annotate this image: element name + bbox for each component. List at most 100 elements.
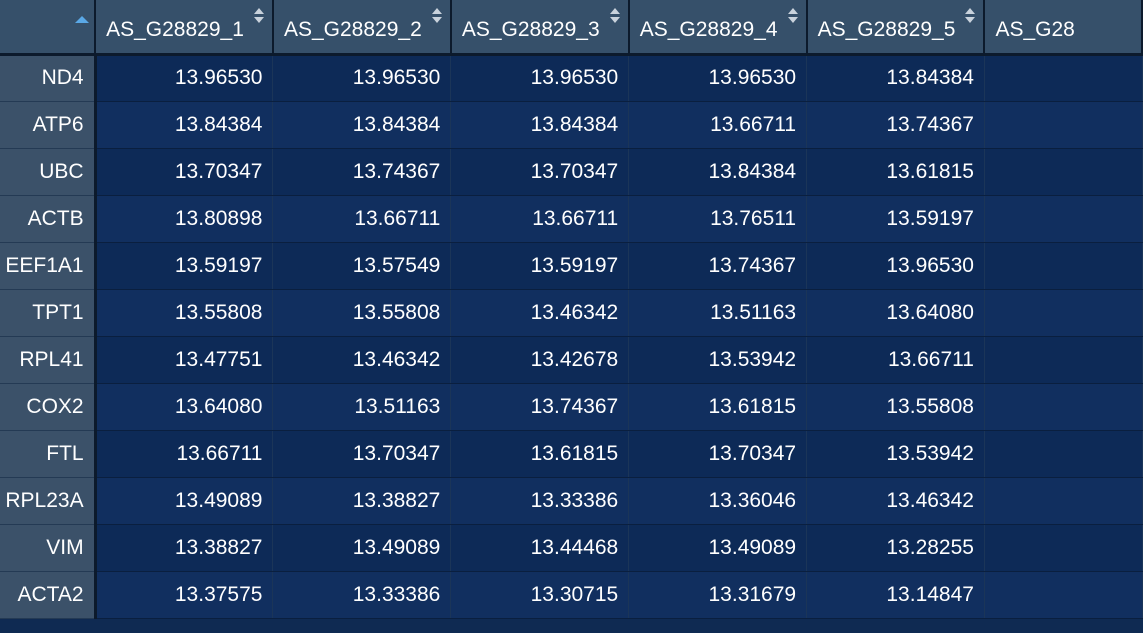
table-cell[interactable]: 13.14847: [806, 571, 985, 619]
table-cell[interactable]: 13.84384: [806, 54, 985, 102]
table-row[interactable]: EEF1A1 13.59197 13.57549 13.59197 13.74367 13…: [0, 242, 1143, 290]
table-cell[interactable]: [984, 336, 1143, 384]
table-cell[interactable]: 13.70347: [628, 430, 808, 478]
table-row[interactable]: RPL23A 13.49089 13.38827 13.33386 13.36046 13…: [0, 477, 1143, 525]
sort-both-icon[interactable]: [965, 8, 976, 24]
column-header[interactable]: AS_G28829_2: [272, 0, 452, 56]
sort-both-icon[interactable]: [609, 8, 620, 24]
table-cell[interactable]: 13.96530: [272, 54, 452, 102]
table-row[interactable]: VIM 13.38827 13.49089 13.44468 13.49089 13.28…: [0, 524, 1143, 572]
table-cell[interactable]: 13.84384: [95, 101, 274, 149]
table-cell[interactable]: 13.28255: [806, 524, 985, 572]
table-cell[interactable]: [984, 195, 1143, 243]
row-name-cell[interactable]: ACTA2: [0, 571, 97, 619]
column-header[interactable]: AS_G28: [984, 0, 1143, 56]
row-name-cell[interactable]: RPL41: [0, 336, 97, 384]
table-row[interactable]: TPT1 13.55808 13.55808 13.46342 13.51163 13.6…: [0, 289, 1143, 337]
table-cell[interactable]: 13.74367: [806, 101, 985, 149]
table-cell[interactable]: 13.84384: [628, 148, 808, 196]
column-header[interactable]: AS_G28829_4: [628, 0, 808, 56]
column-header[interactable]: AS_G28829_3: [450, 0, 630, 56]
table-cell[interactable]: 13.76511: [628, 195, 808, 243]
table-cell[interactable]: 13.38827: [95, 524, 274, 572]
table-cell[interactable]: [984, 524, 1143, 572]
table-cell[interactable]: 13.46342: [806, 477, 985, 525]
table-cell[interactable]: 13.49089: [628, 524, 808, 572]
table-cell[interactable]: 13.53942: [628, 336, 808, 384]
table-cell[interactable]: 13.64080: [95, 383, 274, 431]
corner-header[interactable]: [0, 0, 97, 56]
table-cell[interactable]: 13.42678: [450, 336, 630, 384]
table-cell[interactable]: 13.49089: [272, 524, 452, 572]
table-cell[interactable]: 13.70347: [450, 148, 630, 196]
table-cell[interactable]: 13.53942: [806, 430, 985, 478]
table-cell[interactable]: 13.33386: [272, 571, 452, 619]
table-cell[interactable]: 13.37575: [95, 571, 274, 619]
column-header[interactable]: AS_G28829_5: [806, 0, 986, 56]
table-cell[interactable]: 13.70347: [95, 148, 274, 196]
table-cell[interactable]: 13.51163: [272, 383, 452, 431]
table-row[interactable]: FTL 13.66711 13.70347 13.61815 13.70347 13.53…: [0, 430, 1143, 478]
table-row[interactable]: ACTA2 13.37575 13.33386 13.30715 13.31679 13.…: [0, 571, 1143, 619]
table-cell[interactable]: [984, 477, 1143, 525]
table-cell[interactable]: 13.70347: [272, 430, 452, 478]
table-cell[interactable]: 13.59197: [450, 242, 630, 290]
sort-both-icon[interactable]: [253, 8, 264, 24]
table-cell[interactable]: 13.31679: [628, 571, 808, 619]
table-cell[interactable]: 13.66711: [806, 336, 985, 384]
table-cell[interactable]: 13.55808: [272, 289, 452, 337]
table-cell[interactable]: 13.49089: [95, 477, 274, 525]
row-name-cell[interactable]: TPT1: [0, 289, 97, 337]
table-row[interactable]: UBC 13.70347 13.74367 13.70347 13.84384 13.61…: [0, 148, 1143, 196]
table-cell[interactable]: 13.74367: [450, 383, 630, 431]
table-cell[interactable]: [984, 148, 1143, 196]
table-cell[interactable]: [984, 571, 1143, 619]
table-cell[interactable]: 13.33386: [450, 477, 630, 525]
table-cell[interactable]: [984, 383, 1143, 431]
table-row[interactable]: COX2 13.64080 13.51163 13.74367 13.61815 13.5…: [0, 383, 1143, 431]
table-cell[interactable]: 13.80898: [95, 195, 274, 243]
row-name-cell[interactable]: VIM: [0, 524, 97, 572]
table-cell[interactable]: 13.66711: [272, 195, 452, 243]
table-cell[interactable]: 13.66711: [450, 195, 630, 243]
table-cell[interactable]: 13.59197: [95, 242, 274, 290]
table-cell[interactable]: 13.44468: [450, 524, 630, 572]
table-cell[interactable]: 13.64080: [806, 289, 985, 337]
table-cell[interactable]: 13.57549: [272, 242, 452, 290]
table-cell[interactable]: 13.46342: [450, 289, 630, 337]
table-cell[interactable]: [984, 101, 1143, 149]
table-cell[interactable]: 13.61815: [628, 383, 808, 431]
table-row[interactable]: ND4 13.96530 13.96530 13.96530 13.96530 13.84…: [0, 54, 1143, 102]
table-cell[interactable]: 13.96530: [95, 54, 274, 102]
row-name-cell[interactable]: ND4: [0, 54, 97, 102]
table-cell[interactable]: 13.74367: [628, 242, 808, 290]
table-cell[interactable]: 13.46342: [272, 336, 452, 384]
row-name-cell[interactable]: EEF1A1: [0, 242, 97, 290]
row-name-cell[interactable]: ACTB: [0, 195, 97, 243]
table-row[interactable]: RPL41 13.47751 13.46342 13.42678 13.53942 13.…: [0, 336, 1143, 384]
sort-both-icon[interactable]: [787, 8, 798, 24]
table-cell[interactable]: [984, 54, 1143, 102]
table-cell[interactable]: [984, 242, 1143, 290]
table-cell[interactable]: 13.61815: [450, 430, 630, 478]
table-cell[interactable]: 13.36046: [628, 477, 808, 525]
table-cell[interactable]: 13.47751: [95, 336, 274, 384]
column-header[interactable]: AS_G28829_1: [95, 0, 274, 56]
row-name-cell[interactable]: FTL: [0, 430, 97, 478]
table-cell[interactable]: 13.74367: [272, 148, 452, 196]
table-cell[interactable]: 13.55808: [806, 383, 985, 431]
row-name-cell[interactable]: COX2: [0, 383, 97, 431]
table-cell[interactable]: 13.84384: [450, 101, 630, 149]
row-name-cell[interactable]: UBC: [0, 148, 97, 196]
table-cell[interactable]: 13.59197: [806, 195, 985, 243]
table-cell[interactable]: [984, 289, 1143, 337]
table-cell[interactable]: [984, 430, 1143, 478]
table-cell[interactable]: 13.66711: [628, 101, 808, 149]
table-cell[interactable]: 13.55808: [95, 289, 274, 337]
table-cell[interactable]: 13.30715: [450, 571, 630, 619]
table-cell[interactable]: 13.61815: [806, 148, 985, 196]
table-cell[interactable]: 13.38827: [272, 477, 452, 525]
table-cell[interactable]: 13.51163: [628, 289, 808, 337]
table-cell[interactable]: 13.96530: [450, 54, 630, 102]
table-row[interactable]: ATP6 13.84384 13.84384 13.84384 13.66711 13.7…: [0, 101, 1143, 149]
